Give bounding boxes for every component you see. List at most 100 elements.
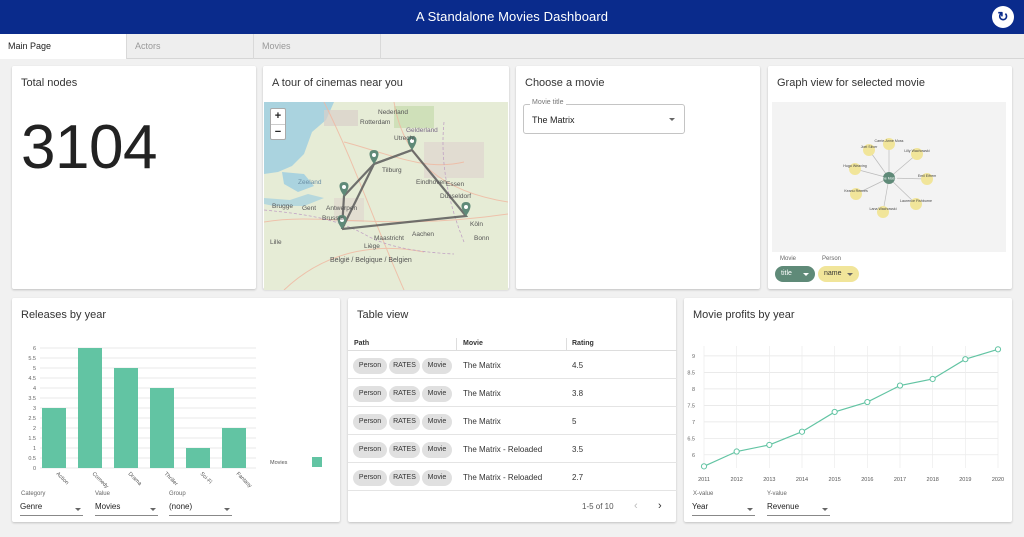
map-card: A tour of cinemas near you	[263, 66, 509, 290]
card-title: A tour of cinemas near you	[272, 77, 403, 89]
y-tick-label: 4	[33, 386, 36, 392]
pagination-label: 1-5 of 10	[582, 502, 614, 511]
total-nodes-card: Total nodes 3104	[12, 66, 256, 289]
total-nodes-value: 3104	[21, 113, 157, 182]
person-caption-select[interactable]: name	[818, 266, 859, 282]
value-select[interactable]: Movies	[95, 502, 158, 516]
table-row[interactable]: Person RATES Movie The Matrix - Reloaded 2.7	[348, 463, 677, 491]
path-chip: RATES	[389, 442, 420, 458]
category-label: Category	[21, 491, 46, 497]
movie-title-value: The Matrix	[532, 115, 575, 125]
person-node	[883, 138, 895, 150]
person-node	[911, 148, 923, 160]
card-title: Movie profits by year	[693, 309, 795, 321]
movie-title-select[interactable]: Movie title The Matrix	[523, 99, 685, 134]
map-label: Zeeland	[298, 179, 322, 186]
card-title: Total nodes	[21, 77, 78, 89]
zoom-out-button[interactable]: −	[271, 124, 285, 139]
tab-movies[interactable]: Movies	[254, 34, 381, 59]
tab-actors[interactable]: Actors	[127, 34, 254, 59]
data-point	[962, 356, 969, 363]
path-chip: RATES	[389, 414, 420, 430]
y-tick-label: 1.5	[28, 436, 36, 442]
chevron-down-icon	[150, 508, 156, 511]
column-divider	[566, 338, 567, 350]
rating-cell: 3.5	[572, 445, 584, 454]
graph-edge	[888, 177, 917, 205]
group-select[interactable]: (none)	[169, 502, 232, 516]
bar	[186, 448, 210, 468]
profits-line-chart: 6 6.5 7 7.5 8 8.5 9 2011 2012 2013 2014 2015 2016 201…	[687, 346, 1004, 483]
y-tick-label: 8.5	[687, 370, 695, 376]
tab-main-page[interactable]: Main Page	[0, 34, 127, 59]
data-point	[929, 375, 936, 383]
graph-edge	[855, 177, 890, 195]
card-title: Releases by year	[21, 309, 106, 321]
movie-cell: The Matrix - Reloaded	[463, 445, 543, 454]
person-node	[877, 206, 889, 218]
chevron-down-icon	[822, 508, 828, 511]
x-tick-label: 2019	[959, 477, 971, 483]
x-tick-label: Action	[55, 471, 70, 486]
y-tick-label: 9	[692, 354, 695, 360]
bar	[150, 388, 174, 468]
x-tick-label: Sci-Fi	[199, 471, 213, 485]
x-tick-label: 2011	[698, 477, 710, 483]
cinema-map[interactable]: Rotterdam Nederland Utrecht Gelderland Z…	[264, 102, 508, 290]
map-label: Gent	[302, 205, 316, 212]
card-title: Table view	[357, 309, 409, 321]
bar	[42, 408, 66, 468]
x-value-select[interactable]: Year	[692, 502, 755, 516]
column-header-path[interactable]: Path	[354, 340, 370, 347]
x-tick-label: 2018	[927, 477, 939, 483]
path-chip: Person	[353, 442, 387, 458]
movie-node	[883, 172, 895, 184]
rating-cell: 5	[572, 417, 577, 426]
table-row[interactable]: Person RATES Movie The Matrix 4.5	[348, 351, 677, 379]
x-value-label: X-value	[693, 491, 714, 497]
column-header-rating[interactable]: Rating	[572, 340, 594, 347]
refresh-icon[interactable]: ↻	[992, 6, 1014, 28]
category-value: Genre	[20, 502, 43, 511]
group-value: (none)	[169, 502, 193, 511]
bar	[222, 428, 246, 468]
releases-card: Releases by year 0 0.5 1 1.5 2 2.5 3 3.5 4 4.5 5 5.…	[12, 298, 340, 522]
card-title: Choose a movie	[525, 77, 605, 89]
movie-caption-select[interactable]: title	[775, 266, 815, 282]
data-point	[798, 428, 806, 435]
group-label: Group	[169, 491, 186, 497]
x-tick-label: 2014	[796, 477, 808, 483]
person-node-label: Emil Eifrem	[918, 174, 936, 178]
map-label: Essen	[446, 181, 464, 188]
person-node	[910, 198, 922, 210]
table-row[interactable]: Person RATES Movie The Matrix - Reloaded 3.5	[348, 435, 677, 463]
y-value-select[interactable]: Revenue	[767, 502, 830, 516]
table-row[interactable]: Person RATES Movie The Matrix 3.8	[348, 379, 677, 407]
legend-label: Movies	[270, 460, 288, 466]
person-node	[921, 173, 933, 185]
map-label: Maastricht	[374, 235, 404, 242]
graph-edge	[888, 177, 928, 180]
table-row[interactable]: Person RATES Movie The Matrix 5	[348, 407, 677, 435]
map-label: Liège	[364, 243, 380, 250]
path-chip: RATES	[389, 358, 420, 374]
person-node-label: Keanu Reeves	[844, 189, 868, 193]
chevron-left-icon[interactable]: ‹	[634, 500, 638, 512]
x-tick-label: 2016	[861, 477, 873, 483]
movie-caption-value: title	[781, 270, 792, 277]
zoom-in-button[interactable]: +	[274, 110, 282, 122]
movie-title-label: Movie title	[530, 99, 566, 106]
path-chip: Movie	[422, 470, 452, 486]
person-node	[863, 144, 875, 156]
movie-graph[interactable]: Carrie-Anne Moss Lilly Wachowski Emil Eifr…	[772, 102, 1006, 252]
bar	[114, 368, 138, 468]
data-point	[733, 448, 740, 455]
table-view-card: Table view Path Movie Rating Person RATES…	[348, 298, 677, 522]
y-tick-label: 6.5	[687, 436, 695, 442]
map-label: Utrecht	[394, 135, 415, 142]
tab-bar: Main Page Actors Movies	[0, 34, 1024, 59]
data-point	[766, 441, 773, 449]
column-header-movie[interactable]: Movie	[463, 340, 483, 347]
category-select[interactable]: Genre	[20, 502, 83, 516]
chevron-right-icon[interactable]: ›	[658, 500, 662, 512]
